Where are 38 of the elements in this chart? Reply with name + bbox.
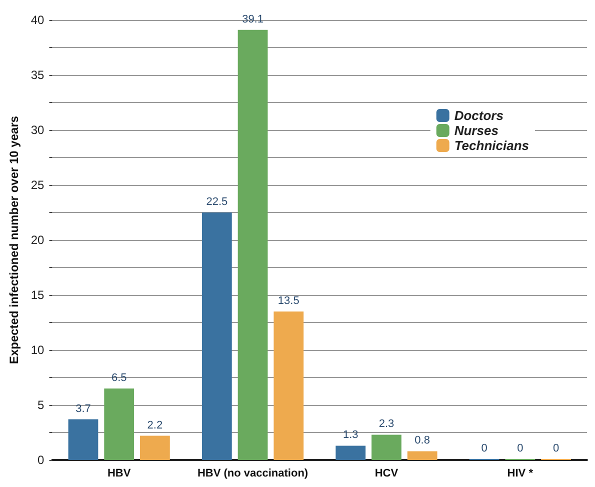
data-label: 2.3 xyxy=(378,418,394,430)
y-tick-label: 40 xyxy=(30,13,45,27)
y-tick-label: 20 xyxy=(30,233,45,247)
bar xyxy=(140,436,170,460)
bar xyxy=(336,446,366,460)
bar xyxy=(202,212,232,460)
data-label: 0 xyxy=(481,442,488,454)
data-label: 3.7 xyxy=(76,402,91,415)
x-tick-label: HCV xyxy=(374,468,399,480)
bar xyxy=(372,434,402,460)
y-tick-label: 5 xyxy=(38,398,45,412)
x-tick-label: HBV xyxy=(107,468,132,480)
bar xyxy=(274,312,304,460)
y-tick-label: 0 xyxy=(38,453,45,467)
bar xyxy=(238,30,268,460)
legend-label: Nurses xyxy=(454,123,498,138)
y-tick-label: 10 xyxy=(30,343,45,357)
y-tick-label: 30 xyxy=(30,123,45,137)
data-label: 1.3 xyxy=(342,429,358,442)
x-tick-label: HIV * xyxy=(507,468,534,480)
bar xyxy=(104,388,134,460)
y-axis-title: Expected infectioned number over 10 years xyxy=(7,116,21,364)
data-label: 0 xyxy=(552,442,560,454)
data-label: 0 xyxy=(517,442,524,454)
data-label: 0.8 xyxy=(414,434,430,447)
data-label: 39.1 xyxy=(242,13,264,26)
bar xyxy=(407,451,438,460)
y-tick-label: 35 xyxy=(30,68,45,82)
data-label: 22.5 xyxy=(206,196,228,208)
x-tick-label: HBV (no vaccination) xyxy=(197,468,308,480)
bar xyxy=(68,419,98,460)
y-tick-label: 15 xyxy=(30,288,45,302)
legend-label: Technicians xyxy=(454,138,529,153)
data-label: 6.5 xyxy=(111,372,127,384)
data-label: 13.5 xyxy=(278,295,300,307)
legend-label: Doctors xyxy=(454,108,504,123)
data-label: 2.2 xyxy=(147,419,163,432)
y-tick-label: 25 xyxy=(30,178,45,192)
